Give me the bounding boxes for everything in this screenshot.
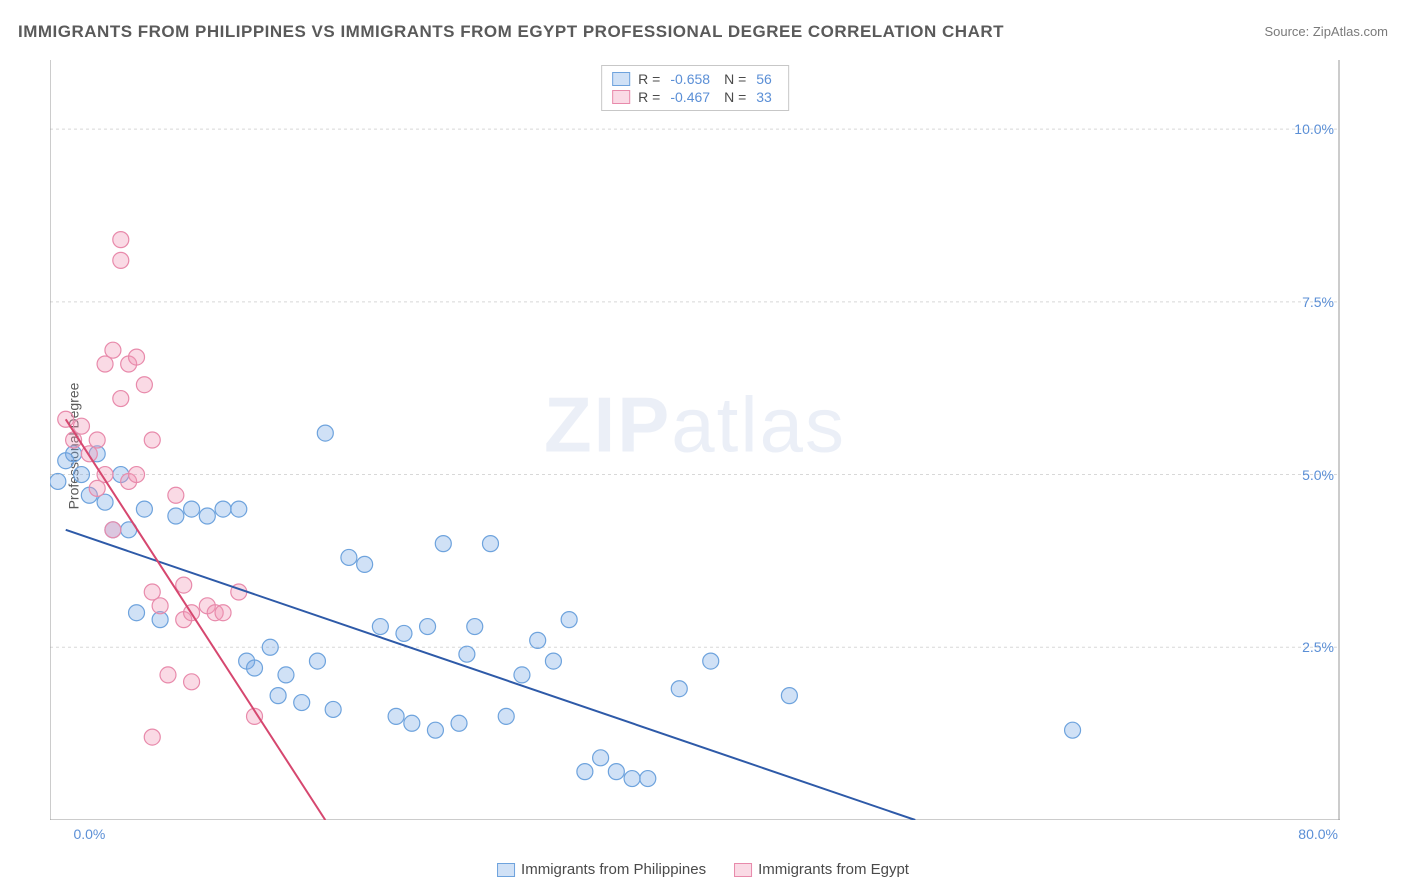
r-value-egypt: -0.467 — [670, 89, 710, 105]
swatch-philippines — [497, 863, 515, 877]
series-label-philippines: Immigrants from Philippines — [521, 861, 706, 878]
legend-correlation: R = -0.658 N = 56 R = -0.467 N = 33 — [601, 65, 789, 111]
legend-item-egypt: Immigrants from Egypt — [734, 861, 909, 878]
legend-row-egypt: R = -0.467 N = 33 — [612, 88, 778, 106]
y-tick-label: 2.5% — [1302, 639, 1334, 655]
legend-row-philippines: R = -0.658 N = 56 — [612, 70, 778, 88]
y-tick-label: 5.0% — [1302, 467, 1334, 483]
legend-series: Immigrants from Philippines Immigrants f… — [497, 861, 909, 878]
swatch-philippines — [612, 72, 630, 86]
y-tick-label: 7.5% — [1302, 294, 1334, 310]
n-value-philippines: 56 — [756, 71, 772, 87]
n-label: N = — [724, 89, 746, 105]
y-tick-label: 10.0% — [1294, 121, 1334, 137]
n-label: N = — [724, 71, 746, 87]
scatter-plot — [50, 60, 1340, 820]
source-attribution: Source: ZipAtlas.com — [1264, 24, 1388, 39]
chart-title: IMMIGRANTS FROM PHILIPPINES VS IMMIGRANT… — [18, 22, 1004, 42]
x-tick-label: 0.0% — [73, 826, 105, 842]
r-label: R = — [638, 71, 660, 87]
n-value-egypt: 33 — [756, 89, 772, 105]
swatch-egypt — [612, 90, 630, 104]
x-tick-label: 80.0% — [1298, 826, 1338, 842]
series-label-egypt: Immigrants from Egypt — [758, 861, 909, 878]
r-label: R = — [638, 89, 660, 105]
chart-area: ZIPatlas R = -0.658 N = 56 R = -0.467 N … — [50, 60, 1340, 820]
swatch-egypt — [734, 863, 752, 877]
r-value-philippines: -0.658 — [670, 71, 710, 87]
legend-item-philippines: Immigrants from Philippines — [497, 861, 706, 878]
